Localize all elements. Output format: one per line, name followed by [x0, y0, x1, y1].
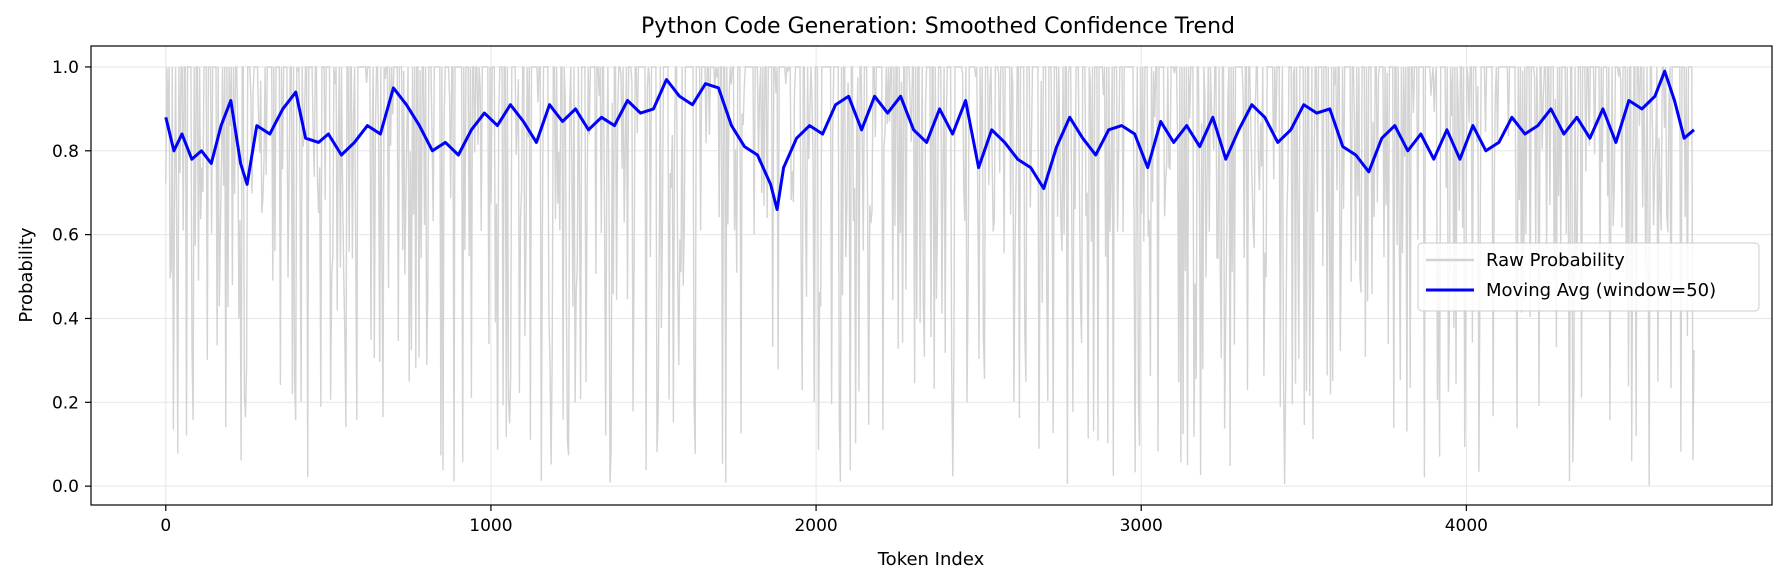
legend-label-moving-avg: Moving Avg (window=50) [1486, 280, 1716, 301]
y-tick-label: 0.6 [52, 226, 79, 246]
x-tick-label: 3000 [1120, 516, 1163, 536]
y-tick-label: 0.2 [52, 393, 79, 413]
plot-frame [90, 45, 1773, 506]
moving-average-line [164, 69, 1695, 211]
y-tick-label: 0.4 [52, 309, 79, 329]
x-tick-label: 0 [160, 516, 171, 536]
x-axis-label: Token Index [877, 549, 985, 570]
raw-probability-line [165, 66, 1695, 486]
y-axis-ticks: 0.0 0.2 0.4 0.6 0.8 1.0 [52, 58, 91, 497]
legend: Raw Probability Moving Avg (window=50) [1417, 242, 1760, 312]
x-axis-ticks: 0 1000 2000 3000 4000 [160, 505, 1488, 536]
x-tick-label: 2000 [794, 516, 837, 536]
legend-label-raw: Raw Probability [1486, 250, 1625, 271]
chart-title: Python Code Generation: Smoothed Confide… [641, 14, 1235, 39]
y-axis-label: Probability [16, 227, 37, 322]
y-tick-label: 1.0 [52, 58, 79, 78]
x-tick-label: 4000 [1445, 516, 1488, 536]
y-tick-label: 0.0 [52, 477, 79, 497]
x-tick-label: 1000 [469, 516, 512, 536]
raw-probability-series [165, 66, 1695, 486]
legend-box [1417, 242, 1760, 312]
moving-average-series [164, 69, 1695, 211]
y-tick-label: 0.8 [52, 142, 79, 162]
